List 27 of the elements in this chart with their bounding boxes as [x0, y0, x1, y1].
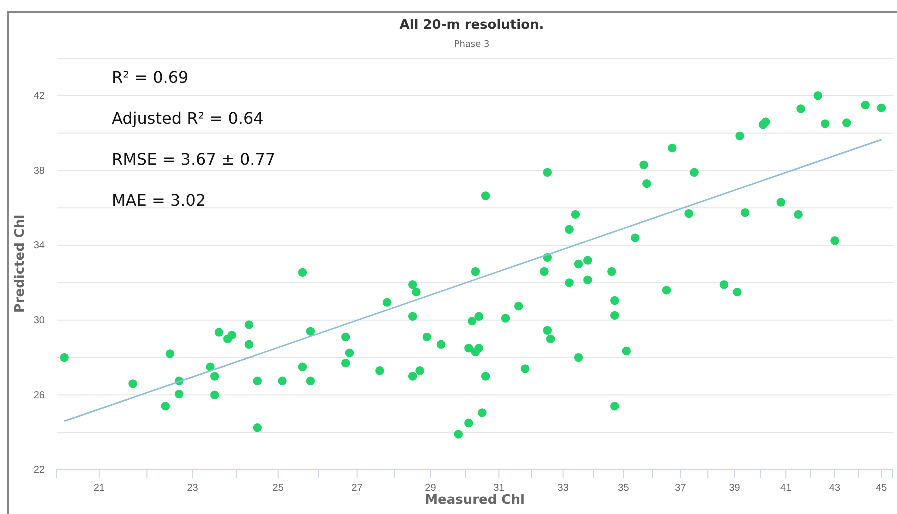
annotation: R² = 0.69 [112, 68, 189, 87]
x-tick-label: 33 [558, 483, 570, 494]
annotation: RMSE = 3.67 ± 0.77 [112, 150, 276, 169]
annotation: Adjusted R² = 0.64 [112, 109, 264, 128]
y-tick-label: 22 [34, 465, 46, 476]
chart-subtitle: Phase 3 [454, 40, 490, 50]
x-tick-label: 43 [829, 483, 841, 494]
y-tick-label: 26 [34, 390, 46, 402]
annotation: MAE = 3.02 [112, 191, 206, 210]
x-tick-label: 27 [352, 483, 364, 494]
y-tick-label: 34 [34, 240, 46, 252]
x-tick-label: 21 [94, 483, 106, 494]
x-axis-title: Measured Chl [425, 493, 525, 508]
x-tick-label: 25 [272, 483, 284, 494]
x-tick-label: 31 [494, 483, 506, 494]
chart-title: All 20-m resolution. [400, 18, 544, 33]
x-tick-label: 23 [187, 483, 199, 494]
x-tick-label: 45 [876, 483, 888, 494]
x-tick-label: 35 [618, 483, 630, 494]
x-tick-label: 41 [780, 483, 792, 494]
y-tick-label: 30 [34, 316, 46, 327]
y-axis-title: Predicted Chl [13, 214, 28, 314]
x-tick-label: 39 [729, 483, 741, 494]
x-tick-label: 29 [425, 483, 437, 494]
x-tick-label: 37 [675, 483, 687, 494]
y-tick-label: 42 [34, 91, 46, 102]
y-tick-label: 38 [34, 166, 46, 177]
